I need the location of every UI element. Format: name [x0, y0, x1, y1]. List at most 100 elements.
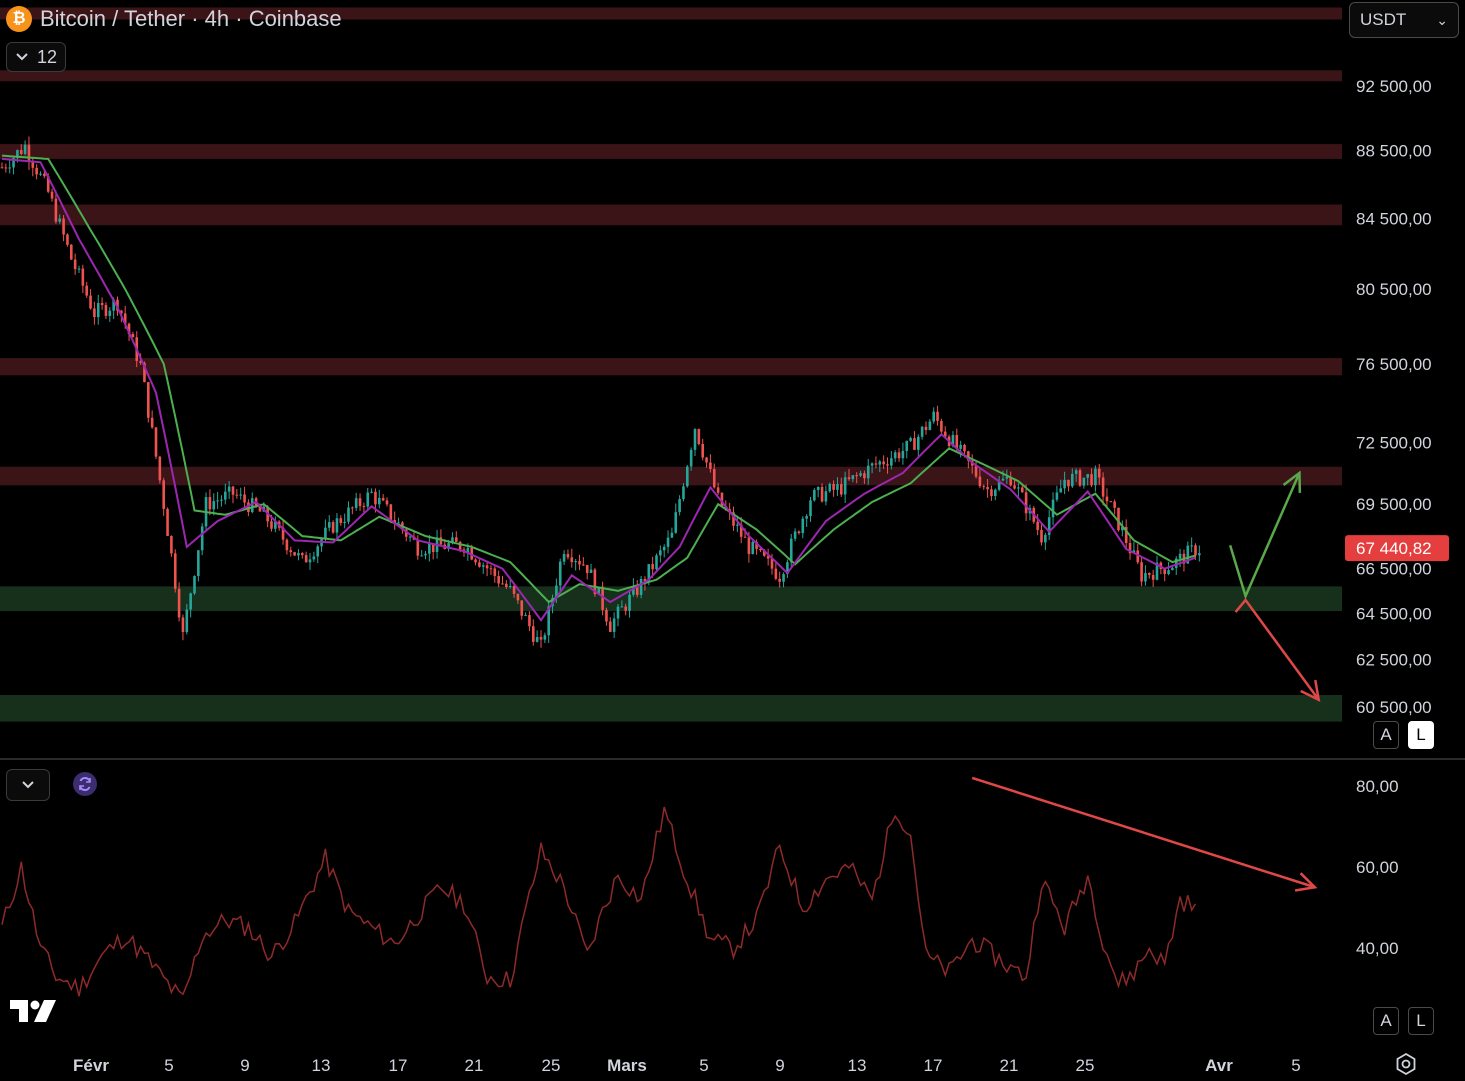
candle-body	[516, 593, 520, 601]
tradingview-logo[interactable]	[10, 1000, 56, 1029]
candle-body	[1136, 550, 1140, 563]
candle-body	[574, 561, 577, 563]
candle-body	[270, 521, 273, 529]
log-scale-button[interactable]: L	[1408, 721, 1434, 749]
candle-body	[293, 552, 296, 556]
candle-body	[974, 465, 978, 477]
currency-value: USDT	[1360, 10, 1407, 29]
candle-body	[1090, 474, 1093, 486]
candle-body	[1071, 473, 1074, 487]
candle-body	[890, 458, 893, 466]
candle-body	[678, 499, 681, 513]
candle-body	[301, 553, 304, 556]
candle-body	[181, 617, 185, 633]
candle-body	[963, 444, 966, 452]
candle-body	[990, 489, 993, 497]
candle-body	[116, 299, 119, 311]
candle-body	[539, 637, 543, 640]
candle-body	[1020, 487, 1024, 493]
candle-body	[385, 500, 389, 505]
rsi-log-scale-button[interactable]: L	[1408, 1007, 1434, 1035]
candle-body	[1040, 529, 1043, 543]
candle-body	[170, 536, 173, 554]
candle-body	[1178, 553, 1182, 559]
time-axis-label: 17	[924, 1056, 943, 1075]
price-scale-label: 64 500,00	[1356, 604, 1432, 623]
chevron-down-icon	[22, 781, 34, 789]
candle-body	[612, 618, 616, 632]
candle-body	[682, 486, 685, 500]
price-scale-label: 66 500,00	[1356, 560, 1432, 579]
sync-icon[interactable]	[73, 772, 97, 796]
candle-body	[16, 150, 19, 159]
symbol-title[interactable]: ₿ Bitcoin / Tether · 4h · Coinbase	[6, 6, 342, 32]
candle-body	[505, 583, 508, 588]
candle-body	[770, 558, 774, 569]
resistance-zone	[0, 144, 1342, 159]
auto-scale-button[interactable]: A	[1373, 721, 1399, 749]
candle-body	[789, 538, 793, 563]
candle-body	[39, 173, 42, 175]
candle-body	[8, 167, 11, 169]
candle-body	[874, 463, 878, 465]
bearish-arrow	[1234, 598, 1320, 701]
candle-body	[866, 465, 870, 479]
candle-body	[655, 555, 658, 570]
candle-body	[940, 420, 943, 432]
candle-body	[96, 303, 100, 318]
candle-body	[978, 476, 982, 487]
candle-body	[1063, 479, 1066, 489]
candle-body	[917, 436, 920, 450]
candle-body	[316, 546, 319, 557]
candle-body	[327, 522, 331, 528]
candle-body	[393, 520, 396, 523]
rsi-auto-scale-button[interactable]: A	[1373, 1007, 1399, 1035]
candle-body	[27, 144, 31, 162]
candle-body	[739, 524, 743, 537]
candle-body	[870, 463, 874, 466]
candle-body	[578, 561, 581, 565]
candle-body	[35, 167, 38, 175]
rsi-scale-label: 40,00	[1356, 939, 1399, 958]
indicators-toggle-button[interactable]: 12	[6, 42, 67, 72]
candle-body	[1074, 470, 1078, 474]
candle-body	[635, 586, 639, 595]
candle-body	[967, 451, 970, 461]
candle-body	[859, 473, 862, 476]
candle-body	[66, 234, 69, 245]
candle-body	[1009, 476, 1012, 486]
candle-body	[820, 486, 824, 502]
settings-icon[interactable]	[1394, 1052, 1418, 1081]
candle-body	[1109, 501, 1113, 503]
current-price-label: 67 440,82	[1356, 539, 1432, 558]
candle-body	[763, 550, 766, 556]
rsi-scale-label: 80,00	[1356, 777, 1399, 796]
candle-body	[285, 539, 289, 551]
candle-body	[855, 475, 858, 477]
candle-body	[843, 477, 847, 495]
candle-body	[674, 512, 678, 533]
rsi-scale-label: 60,00	[1356, 858, 1399, 877]
candle-body	[582, 564, 585, 566]
candle-body	[913, 438, 916, 450]
candle-body	[1140, 562, 1143, 582]
candle-body	[601, 586, 604, 610]
candle-body	[343, 521, 346, 523]
rsi-line	[1, 806, 1197, 997]
candle-body	[224, 491, 227, 500]
candle-body	[1124, 527, 1128, 544]
candle-body	[339, 518, 343, 523]
candle-body	[197, 550, 200, 577]
candle-body	[905, 440, 909, 451]
candle-body	[951, 434, 955, 446]
currency-select[interactable]: USDT ⌄	[1349, 2, 1459, 38]
time-axis-label: 13	[848, 1056, 867, 1075]
candle-body	[12, 158, 15, 168]
candle-body	[805, 516, 808, 519]
indicator-pane-toggle-button[interactable]	[6, 769, 50, 801]
candle-body	[751, 541, 755, 554]
candle-body	[70, 244, 73, 260]
candle-body	[274, 521, 277, 529]
candle-body	[120, 310, 123, 314]
